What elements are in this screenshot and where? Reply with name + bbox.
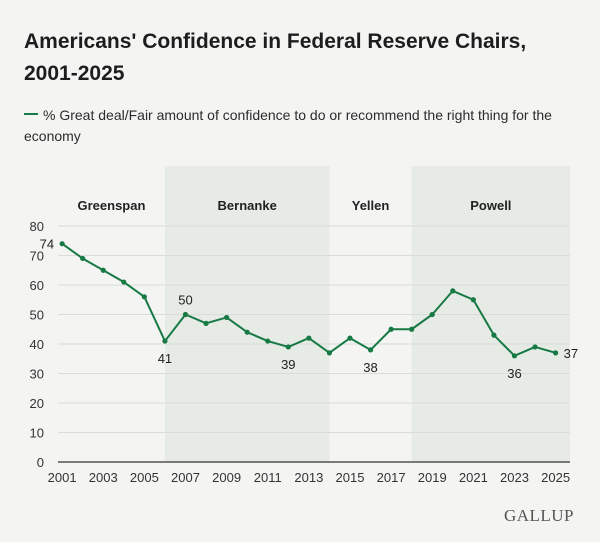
x-tick-label: 2011	[254, 470, 282, 485]
data-point	[121, 279, 127, 285]
data-point	[429, 311, 435, 318]
x-tick-label: 2009	[212, 470, 241, 485]
data-series	[59, 241, 559, 359]
period-label-powell: Powell	[470, 198, 511, 213]
data-label: 50	[178, 293, 192, 308]
data-point	[182, 311, 189, 318]
y-tick-label: 10	[30, 426, 44, 441]
chair-period-labels: Greenspan Bernanke Yellen Powell	[78, 198, 512, 213]
x-tick-label: 2023	[500, 470, 529, 485]
data-label: 41	[158, 351, 172, 366]
y-tick-label: 20	[30, 396, 44, 411]
x-tick-label: 2021	[459, 470, 488, 485]
y-tick-label: 80	[30, 219, 44, 234]
data-point	[388, 326, 394, 332]
data-point	[100, 267, 106, 273]
data-point	[203, 320, 209, 326]
x-tick-label: 2015	[336, 470, 365, 485]
y-tick-label: 0	[37, 455, 44, 470]
data-point	[532, 344, 538, 350]
y-tick-label: 30	[30, 367, 44, 382]
data-point	[511, 353, 518, 359]
legend-swatch	[24, 113, 38, 116]
data-point	[244, 329, 250, 335]
data-point	[265, 338, 271, 344]
period-label-greenspan: Greenspan	[78, 198, 146, 213]
data-point	[306, 335, 312, 341]
data-labels: 74 41 50 39 38 36 37	[40, 237, 578, 381]
data-label: 74	[40, 237, 54, 252]
data-label: 38	[363, 360, 377, 375]
data-point	[80, 255, 86, 262]
x-tick-label: 2025	[541, 470, 570, 485]
x-tick-label: 2013	[294, 470, 323, 485]
x-tick-label: 2003	[89, 470, 118, 485]
data-label: 39	[281, 357, 295, 372]
data-point	[409, 326, 415, 332]
x-tick-label: 2017	[377, 470, 406, 485]
x-tick-label: 2005	[130, 470, 159, 485]
data-point	[162, 338, 168, 344]
data-point	[491, 332, 497, 338]
period-label-yellen: Yellen	[352, 198, 390, 213]
x-axis: 2001 2003 2005 2007 2009 2011 2013 2015 2017 2019…	[48, 470, 570, 485]
data-point	[367, 347, 374, 353]
data-point	[450, 288, 456, 294]
period-label-bernanke: Bernanke	[218, 198, 277, 213]
y-tick-label: 50	[30, 308, 44, 323]
data-point	[326, 350, 333, 356]
x-tick-label: 2007	[171, 470, 200, 485]
y-tick-label: 70	[30, 249, 44, 264]
legend-label: % Great deal/Fair amount of confidence t…	[24, 107, 552, 144]
data-label: 36	[507, 366, 521, 381]
gridlines	[58, 225, 570, 463]
data-label: 37	[564, 346, 578, 361]
data-point	[141, 294, 147, 300]
chart-title: Americans' Confidence in Federal Reserve…	[24, 30, 527, 85]
gallup-logo: GALLUP	[503, 506, 574, 525]
data-point	[285, 344, 291, 350]
data-point	[553, 350, 559, 356]
x-tick-label: 2019	[418, 470, 447, 485]
y-tick-label: 60	[30, 278, 44, 293]
x-tick-label: 2001	[48, 470, 77, 485]
y-tick-label: 40	[30, 337, 44, 352]
data-point	[59, 241, 65, 247]
data-point	[347, 335, 353, 341]
legend: % Great deal/Fair amount of confidence t…	[24, 105, 579, 147]
y-axis: 0 10 20 30 40 50 60 70 80	[30, 219, 44, 470]
data-point	[224, 314, 230, 321]
data-point	[470, 297, 476, 303]
